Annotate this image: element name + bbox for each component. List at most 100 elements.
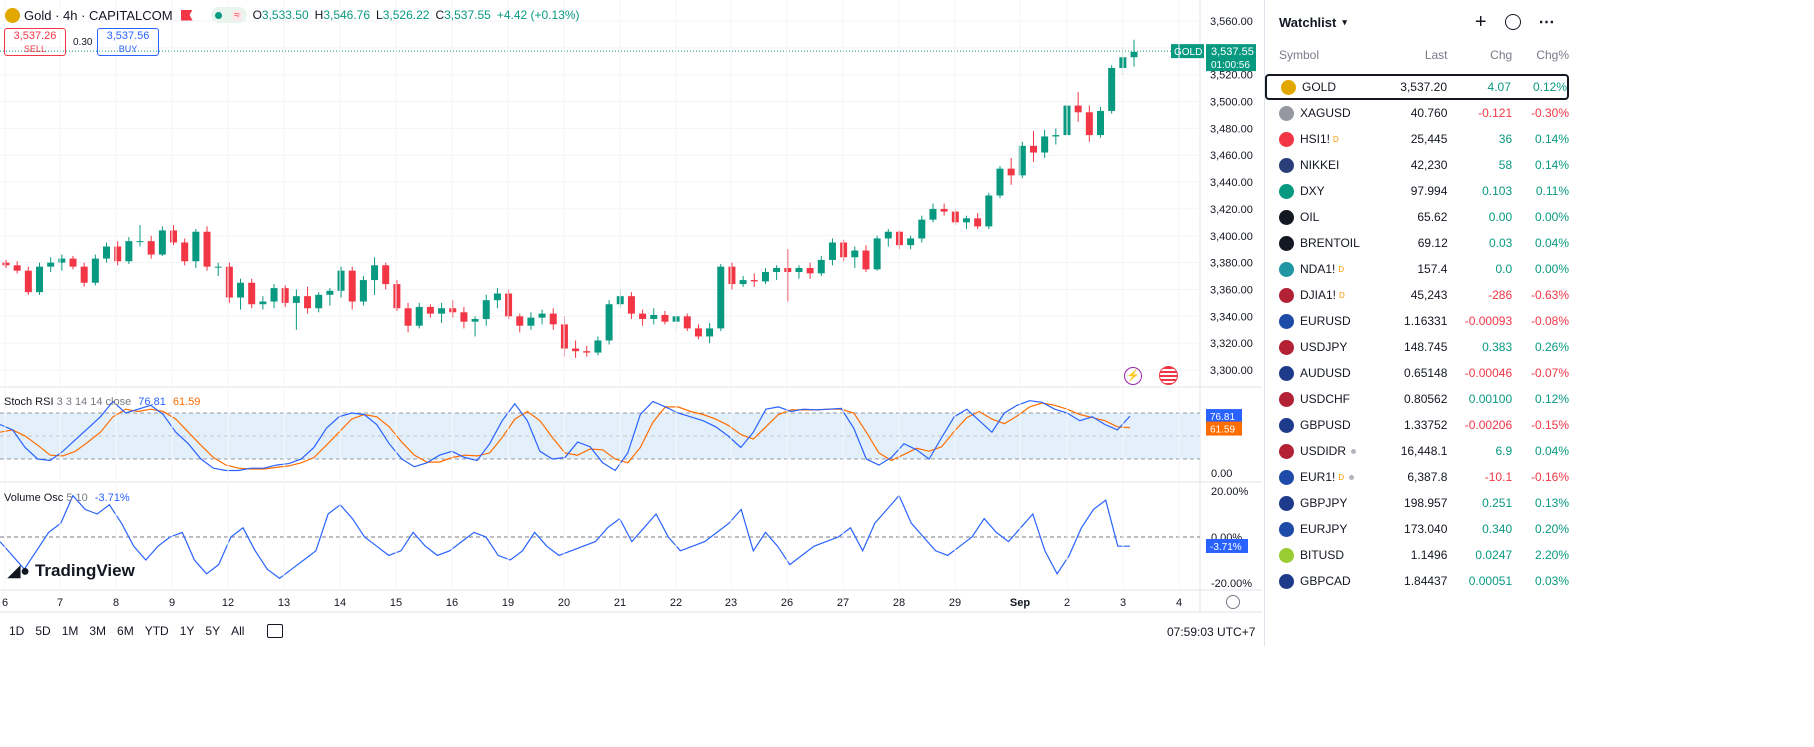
chart-header: Gold · 4h · CAPITALCOM ≈ O3,533.50 H3,546… bbox=[0, 4, 586, 26]
watchlist-title[interactable]: Watchlist bbox=[1279, 14, 1337, 30]
row-symbol[interactable]: BITUSD bbox=[1265, 547, 1359, 563]
watchlist-row[interactable]: GOLD 3,537.20 4.07 0.12% bbox=[1265, 74, 1569, 100]
col-symbol[interactable]: Symbol bbox=[1279, 48, 1320, 62]
stoch-k-line bbox=[0, 400, 1131, 472]
stoch-legend[interactable]: Stoch RSI 3 3 14 14 close 76.81 61.59 bbox=[4, 396, 201, 408]
candle bbox=[1085, 112, 1093, 136]
tf-all[interactable]: All bbox=[231, 624, 245, 638]
chevron-down-icon[interactable]: ▾ bbox=[1342, 16, 1347, 27]
add-symbol-icon[interactable]: + bbox=[1474, 10, 1487, 33]
date-range-icon[interactable] bbox=[267, 624, 284, 638]
buy-button[interactable]: 3,537.56 BUY bbox=[97, 28, 159, 56]
sell-button[interactable]: 3,537.26 SELL bbox=[4, 28, 66, 56]
symbol-icon bbox=[1279, 391, 1294, 407]
volume-osc-badge bbox=[1206, 539, 1248, 553]
watchlist-row[interactable]: BITUSD 1.1496 0.0247 2.20% bbox=[1265, 542, 1569, 568]
symbol-title[interactable]: Gold · 4h · CAPITALCOM bbox=[24, 7, 173, 23]
status-dot bbox=[1351, 448, 1357, 454]
watchlist-row[interactable]: GBPCAD 1.84437 0.00051 0.03% bbox=[1265, 568, 1569, 594]
row-symbol[interactable]: DXY bbox=[1265, 183, 1359, 199]
time-tick: 2 bbox=[1064, 597, 1070, 609]
row-symbol[interactable]: EURJPY bbox=[1265, 521, 1359, 537]
watchlist-row[interactable]: NIKKEI 42,230 58 0.14% bbox=[1265, 152, 1569, 178]
watchlist-row[interactable]: NDA1! D 157.4 0.0 0.00% bbox=[1265, 256, 1569, 282]
candle bbox=[393, 284, 401, 309]
col-chg[interactable]: Chg bbox=[1490, 48, 1513, 62]
candle bbox=[147, 241, 155, 255]
row-chg: 0.03 bbox=[1488, 236, 1513, 250]
row-pct: 0.11% bbox=[1535, 184, 1569, 198]
watchlist-row[interactable]: EURUSD 1.16331 -0.00093 -0.08% bbox=[1265, 308, 1569, 334]
tf-1m[interactable]: 1M bbox=[61, 624, 79, 638]
watchlist-row[interactable]: OIL 65.62 0.00 0.00% bbox=[1265, 204, 1569, 230]
row-symbol[interactable]: EURUSD bbox=[1265, 313, 1359, 329]
row-symbol[interactable]: GBPCAD bbox=[1265, 573, 1359, 589]
row-symbol[interactable]: AUDUSD bbox=[1265, 365, 1359, 381]
tf-3m[interactable]: 3M bbox=[89, 624, 107, 638]
tradingview-logo[interactable]: ◢● TradingView bbox=[8, 561, 135, 580]
watchlist-row[interactable]: HSI1! D 25,445 36 0.14% bbox=[1265, 126, 1569, 152]
tf-5y[interactable]: 5Y bbox=[205, 624, 221, 638]
row-symbol[interactable]: BRENTOIL bbox=[1265, 235, 1360, 251]
row-symbol[interactable]: NIKKEI bbox=[1265, 157, 1359, 173]
tf-1y[interactable]: 1Y bbox=[179, 624, 195, 638]
row-symbol[interactable]: GBPJPY bbox=[1265, 495, 1359, 511]
candle bbox=[1029, 145, 1037, 153]
row-symbol[interactable]: HSI1! D bbox=[1265, 131, 1359, 147]
watchlist-row[interactable]: USDJPY 148.745 0.383 0.26% bbox=[1265, 334, 1569, 360]
row-symbol[interactable]: OIL bbox=[1265, 209, 1359, 225]
row-chg: -0.00046 bbox=[1464, 366, 1513, 380]
watchlist-row[interactable]: EUR1! D 6,387.8 -10.1 -0.16% bbox=[1265, 464, 1569, 490]
row-last: 25,445 bbox=[1410, 132, 1448, 146]
row-symbol[interactable]: NDA1! D bbox=[1265, 261, 1359, 277]
volume-osc-legend[interactable]: Volume Osc 5 10 -3.71% bbox=[4, 492, 130, 504]
row-symbol[interactable]: USDCHF bbox=[1265, 391, 1359, 407]
watchlist-row[interactable]: DXY 97.994 0.103 0.11% bbox=[1265, 178, 1569, 204]
tf-ytd[interactable]: YTD bbox=[144, 624, 169, 638]
tf-5d[interactable]: 5D bbox=[35, 624, 51, 638]
symbol-icon bbox=[1279, 547, 1294, 563]
flash-icon[interactable]: ⚡ bbox=[1124, 367, 1142, 385]
symbol-icon bbox=[1279, 157, 1294, 173]
volume-osc-badge-value: -3.71% bbox=[1210, 542, 1242, 553]
row-symbol[interactable]: USDJPY bbox=[1265, 339, 1359, 355]
settings-icon[interactable] bbox=[1226, 595, 1240, 609]
more-options-icon[interactable]: ⋯ bbox=[1538, 14, 1555, 31]
us-flag-icon[interactable] bbox=[1159, 366, 1178, 385]
tf-1d[interactable]: 1D bbox=[9, 624, 25, 638]
time-tick: 26 bbox=[781, 597, 793, 609]
col-pct[interactable]: Chg% bbox=[1536, 48, 1569, 62]
chart-area[interactable]: 3,560.003,540.003,520.003,500.003,480.00… bbox=[0, 0, 1262, 646]
row-pct: 0.12% bbox=[1534, 392, 1569, 406]
delayed-badge: D bbox=[1338, 264, 1345, 274]
watchlist-row[interactable]: BRENTOIL 69.12 0.03 0.04% bbox=[1265, 230, 1569, 256]
candle bbox=[125, 241, 133, 262]
col-last[interactable]: Last bbox=[1424, 48, 1448, 62]
row-symbol[interactable]: USDIDR bbox=[1265, 443, 1359, 459]
clock[interactable]: 07:59:03 UTC+7 bbox=[1167, 625, 1256, 639]
row-symbol[interactable]: EUR1! D bbox=[1265, 469, 1359, 485]
market-status-icon[interactable]: ≈ bbox=[210, 7, 247, 23]
stoch-k-value: 76.81 bbox=[138, 396, 166, 408]
flag-icon[interactable] bbox=[180, 9, 193, 21]
watchlist-row[interactable]: XAGUSD 40.760 -0.121 -0.30% bbox=[1265, 100, 1569, 126]
row-symbol[interactable]: XAGUSD bbox=[1265, 105, 1359, 121]
price-chart[interactable]: 3,560.003,540.003,520.003,500.003,480.00… bbox=[0, 0, 1262, 646]
watchlist-row[interactable]: EURJPY 173.040 0.340 0.20% bbox=[1265, 516, 1569, 542]
candle bbox=[371, 265, 379, 281]
watchlist-row[interactable]: DJIA1! D 45,243 -286 -0.63% bbox=[1265, 282, 1569, 308]
candle bbox=[1074, 105, 1082, 113]
watchlist-row[interactable]: AUDUSD 0.65148 -0.00046 -0.07% bbox=[1265, 360, 1569, 386]
candle bbox=[259, 301, 267, 305]
chart-pie-icon[interactable] bbox=[1504, 14, 1521, 30]
watchlist-row[interactable]: USDIDR 16,448.1 6.9 0.04% bbox=[1265, 438, 1569, 464]
row-symbol[interactable]: GBPUSD bbox=[1265, 417, 1359, 433]
tf-6m[interactable]: 6M bbox=[117, 624, 134, 638]
symbol-icon bbox=[1279, 573, 1294, 589]
watchlist-row[interactable]: GBPUSD 1.33752 -0.00206 -0.15% bbox=[1265, 412, 1569, 438]
row-pct: 0.20% bbox=[1534, 522, 1569, 536]
watchlist-row[interactable]: USDCHF 0.80562 0.00100 0.12% bbox=[1265, 386, 1569, 412]
row-symbol[interactable]: GOLD bbox=[1267, 79, 1360, 95]
row-symbol[interactable]: DJIA1! D bbox=[1265, 287, 1359, 303]
watchlist-row[interactable]: GBPJPY 198.957 0.251 0.13% bbox=[1265, 490, 1569, 516]
